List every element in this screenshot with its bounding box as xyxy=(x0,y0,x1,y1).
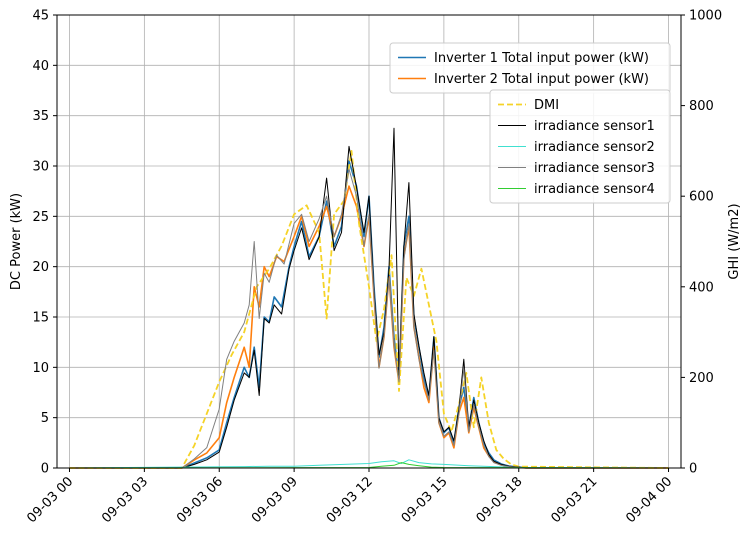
legend-right-label: irradiance sensor2 xyxy=(534,140,655,155)
y-tick-label-left: 20 xyxy=(32,260,49,275)
legend-right-label: DMI xyxy=(534,98,559,113)
series-line-right-1 xyxy=(69,127,669,469)
y-tick-label-left: 15 xyxy=(32,311,49,326)
series-line-right-0 xyxy=(69,149,669,469)
y-tick-label-left: 45 xyxy=(32,9,49,24)
series-layer xyxy=(69,127,669,469)
y-tick-label-right: 0 xyxy=(689,462,697,477)
y-tick-label-right: 1000 xyxy=(689,9,722,24)
y-tick-label-left: 5 xyxy=(41,411,49,426)
series-line-right-3 xyxy=(69,168,669,469)
y-tick-label-right: 600 xyxy=(689,190,714,205)
y-tick-label-right: 200 xyxy=(689,371,714,386)
y-tick-label-left: 10 xyxy=(32,361,49,376)
y-tick-label-left: 30 xyxy=(32,160,49,175)
series-line-right-2 xyxy=(69,459,669,469)
legends: Inverter 1 Total input power (kW) Inverte… xyxy=(389,42,671,204)
legend-right-label: irradiance sensor3 xyxy=(534,161,655,176)
y-tick-label-right: 800 xyxy=(689,99,714,114)
legend-left-label: Inverter 1 Total input power (kW) xyxy=(434,51,649,66)
y-tick-label-left: 40 xyxy=(32,59,49,74)
y-tick-label-left: 25 xyxy=(32,210,49,225)
y-axis-label-right: GHI (W/m2) xyxy=(727,203,742,279)
legend-right-box xyxy=(489,89,671,204)
series-line-right-4 xyxy=(69,462,669,469)
y-tick-label-left: 35 xyxy=(32,109,49,124)
legend-left-label: Inverter 2 Total input power (kW) xyxy=(434,72,649,87)
legend-right-label: irradiance sensor1 xyxy=(534,119,655,134)
y-tick-label-right: 400 xyxy=(689,280,714,295)
legend-right-label: irradiance sensor4 xyxy=(534,182,655,197)
y-tick-label-left: 0 xyxy=(41,462,49,477)
y-axis-label-left: DC Power (kW) xyxy=(9,193,24,290)
